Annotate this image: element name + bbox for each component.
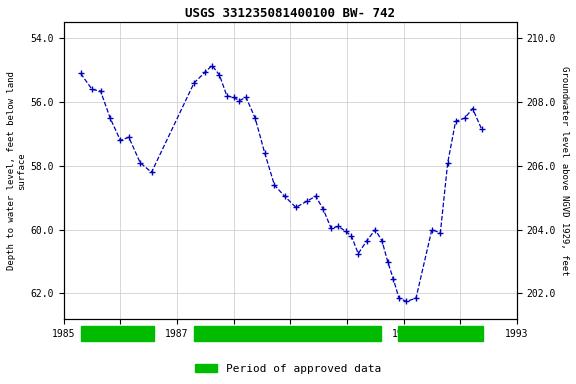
Bar (194, 326, 381, 341)
Bar (398, 326, 483, 341)
Title: USGS 331235081400100 BW- 742: USGS 331235081400100 BW- 742 (185, 7, 395, 20)
Bar (81, 326, 154, 341)
Y-axis label: Depth to water level, feet below land
surface: Depth to water level, feet below land su… (7, 71, 26, 270)
Y-axis label: Groundwater level above NGVD 1929, feet: Groundwater level above NGVD 1929, feet (560, 66, 569, 276)
Legend: Period of approved data: Period of approved data (191, 359, 385, 379)
